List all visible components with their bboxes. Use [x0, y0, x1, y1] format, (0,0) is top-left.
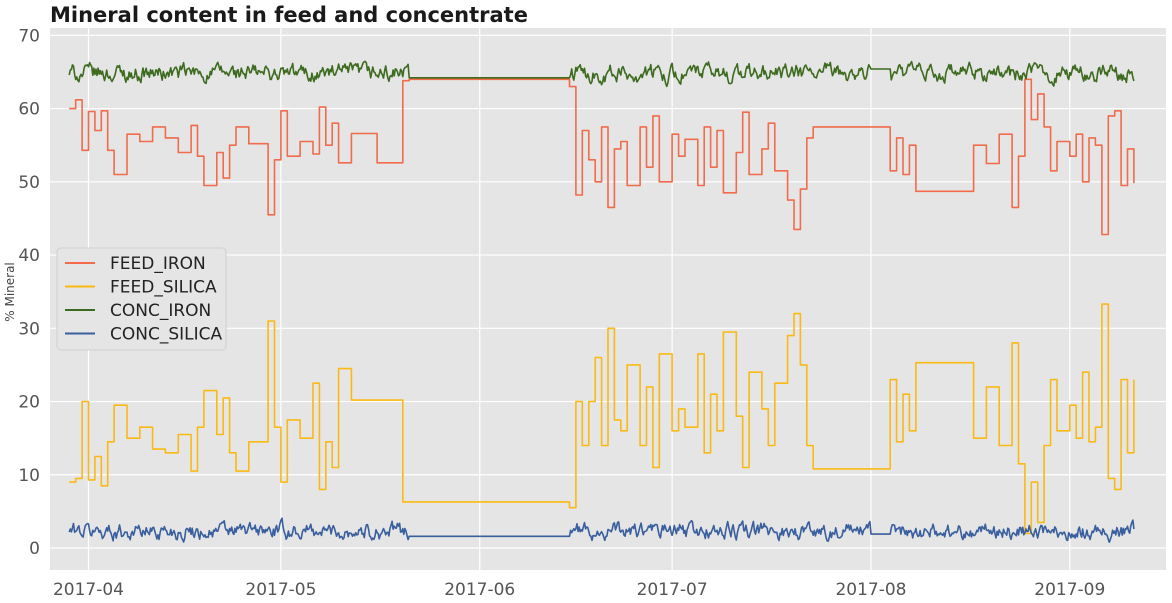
y-tick-label: 30 [18, 319, 40, 339]
y-axis-label: % Mineral [3, 262, 17, 322]
y-tick-label: 20 [18, 393, 40, 413]
y-tick-label: 10 [18, 466, 40, 486]
chart-title: Mineral content in feed and concentrate [50, 3, 528, 27]
legend: FEED_IRON FEED_SILICA CONC_IRON CONC_SILICA [56, 247, 227, 351]
series-lines [68, 60, 1135, 543]
y-tick-label: 70 [18, 26, 40, 46]
x-tick-label: 2017-08 [835, 580, 906, 600]
legend-box [56, 247, 227, 351]
axis-ticks: 0 10 20 30 40 50 60 70 2017-04 2017-05 2017-06 2017… [18, 26, 1105, 600]
series-line-conc-iron [68, 60, 1135, 88]
legend-label: FEED_IRON [110, 254, 206, 274]
series-line-conc-silica [68, 517, 1135, 543]
x-tick-label: 2017-09 [1034, 580, 1105, 600]
legend-label: FEED_SILICA [110, 278, 217, 298]
plot-area [50, 28, 1166, 570]
x-tick-label: 2017-05 [245, 580, 316, 600]
legend-label: CONC_SILICA [110, 325, 222, 345]
x-tick-label: 2017-07 [637, 580, 708, 600]
series-line-feed-iron [69, 78, 1135, 236]
y-tick-label: 0 [29, 539, 40, 559]
y-tick-label: 60 [18, 100, 40, 120]
series-line-feed-silica [69, 303, 1135, 535]
legend-label: CONC_IRON [110, 301, 211, 321]
y-tick-label: 50 [18, 173, 40, 193]
y-tick-label: 40 [18, 246, 40, 266]
x-tick-label: 2017-04 [53, 580, 124, 600]
x-tick-label: 2017-06 [444, 580, 515, 600]
